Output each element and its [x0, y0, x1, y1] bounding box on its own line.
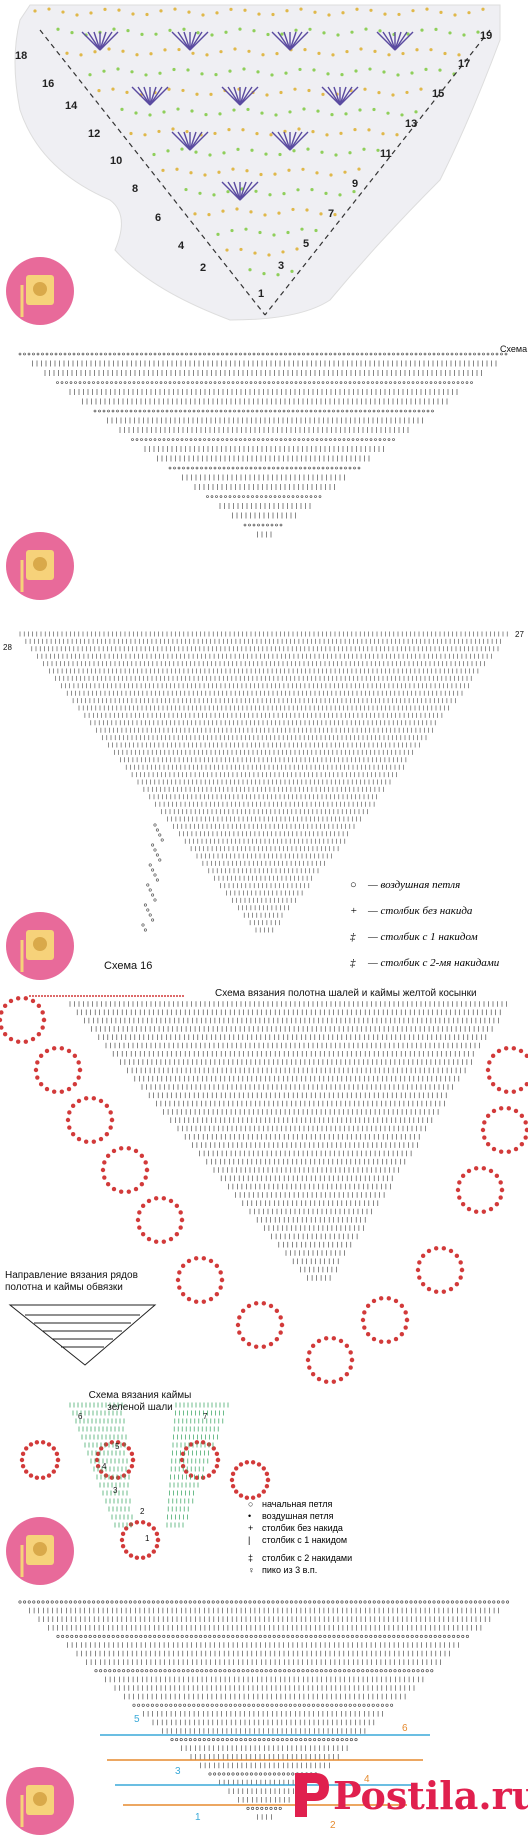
row-number-right: 27: [515, 630, 524, 639]
pink-badge-icon: [4, 910, 74, 980]
pink-badge-icon: [4, 1765, 74, 1835]
row-number-left: 12: [88, 128, 101, 140]
legend-item: ○ начальная петля: [248, 1499, 333, 1509]
legend-item: | столбик с 1 накидом: [248, 1535, 348, 1545]
row-number-right: 7: [328, 208, 335, 220]
legend-item: + столбик без накида: [248, 1523, 343, 1533]
green-row-number: 5: [115, 1442, 120, 1451]
scheme-label: Схема: [500, 344, 528, 354]
green-row-number: 3: [113, 1486, 118, 1495]
scheme-title: Схема вязания полотна шалей и каймы желт…: [215, 988, 477, 999]
legend-item: ○ — воздушная петля: [350, 879, 461, 891]
row-number-right: 5: [303, 238, 310, 250]
row-number-right: 15: [432, 88, 445, 100]
green-row-number: 2: [140, 1507, 145, 1516]
row-number-right: 9: [352, 178, 359, 190]
row-number-left: 16: [42, 78, 55, 90]
row-number-left: 6: [155, 212, 162, 224]
row-number-left: 8: [132, 183, 139, 195]
row-number-right: 17: [458, 58, 471, 70]
legend-item: ♀ пико из 3 в.п.: [248, 1565, 318, 1575]
row-number-right: 3: [278, 260, 285, 272]
legend-item: ‡ столбик с 2 накидами: [248, 1553, 353, 1563]
row-number-left: 3: [175, 1766, 181, 1777]
green-row-number: 7: [203, 1412, 208, 1421]
scheme-panel-5: 5 3 1 6 4 2 Postila.ru: [0, 1590, 528, 1839]
scheme-16-label: Схема 16: [104, 960, 153, 972]
scheme-panel-3: 28 27 ○ — воздушная петля + — столбик без …: [0, 610, 528, 980]
row-number-right: 6: [402, 1723, 408, 1734]
pink-badge-icon: [4, 1515, 74, 1585]
row-number-left: 2: [200, 262, 207, 274]
row-number-left: 18: [15, 50, 28, 62]
green-row-number: 6: [78, 1412, 83, 1421]
legend-3: ○ — воздушная петля + — столбик без накида…: [350, 875, 528, 979]
legend-item: ‡ — столбик с 1 накидом: [350, 931, 478, 943]
row-number-right: 4: [364, 1774, 370, 1785]
row-number-right: 1: [258, 288, 265, 300]
scheme-panel-4: Схема вязания полотна шалей и каймы желт…: [0, 980, 528, 1590]
scheme-5-svg: [18, 1600, 510, 1820]
legend-item: • воздушная петля: [248, 1511, 334, 1521]
pink-badge-icon: [4, 530, 74, 600]
watermark-text: Postila.ru: [333, 1773, 528, 1818]
row-number-left: 28: [3, 643, 12, 652]
pink-badge-icon: [4, 255, 74, 325]
direction-title: Направление вязания рядов полотна и кайм…: [5, 1270, 138, 1293]
green-scheme-title: Схема вязания каймы зеленой шали: [88, 1390, 192, 1413]
scheme-panel-2: Схема: [0, 340, 528, 610]
row-number-right: 2: [330, 1820, 336, 1831]
legend-item: + — столбик без накида: [350, 905, 473, 917]
scheme-2-svg: [18, 352, 508, 538]
scheme-3-svg: [19, 631, 508, 933]
legend-4: ○ начальная петля • воздушная петля + столб…: [248, 1498, 418, 1576]
row-number-right: 13: [405, 118, 418, 130]
row-number-left: 10: [110, 155, 123, 167]
green-row-number: 4: [102, 1462, 107, 1471]
green-row-number: 1: [145, 1534, 150, 1543]
row-number-right: 19: [480, 30, 493, 42]
shawl-photo-svg: [14, 4, 501, 321]
scheme-4-svg: [0, 995, 528, 1560]
legend-item: ‡ — столбик с 2-мя накидами: [350, 957, 500, 969]
shawl-photo-panel: 18 16 14 12 10 8 6 4 2 19 17 15 13 11 9 7 5 3 1: [0, 0, 528, 340]
row-number-left: 4: [178, 240, 185, 252]
postila-logo: Postila.ru: [285, 1765, 528, 1825]
row-number-left: 14: [65, 100, 78, 112]
row-number-left: 5: [134, 1714, 140, 1725]
row-number-right: 11: [380, 148, 392, 160]
row-number-left: 1: [195, 1812, 201, 1823]
